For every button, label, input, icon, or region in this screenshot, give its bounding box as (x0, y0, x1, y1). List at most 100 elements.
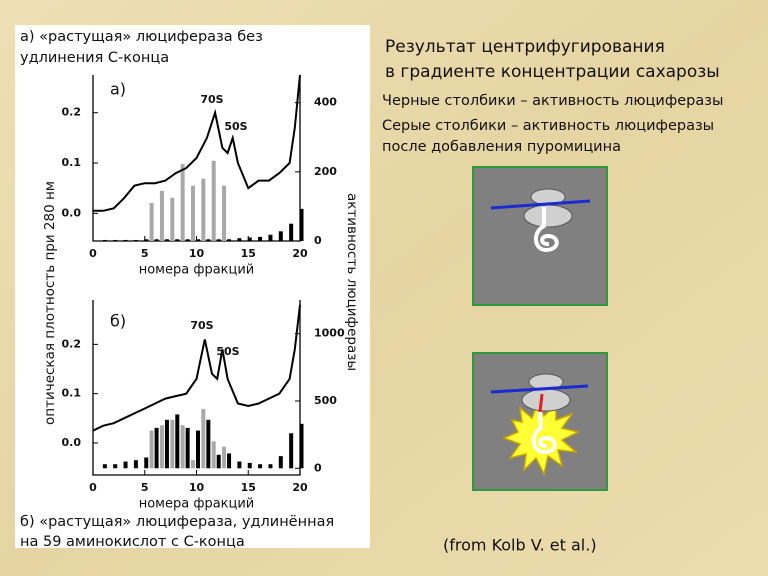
x-tick-label: 5 (141, 247, 149, 260)
bar (237, 238, 242, 241)
bar (144, 239, 149, 241)
caption: б) «растущая» люцифераза, удлинённая (20, 514, 334, 530)
y2-tick-label: 200 (314, 165, 337, 178)
caption: а) «растущая» люцифераза без (20, 29, 263, 45)
bar (201, 409, 206, 469)
bar (278, 456, 283, 469)
annotation: 50S (224, 120, 247, 133)
bar (123, 239, 128, 241)
bar (180, 425, 185, 469)
bar (159, 190, 164, 241)
line (93, 74, 301, 212)
bar (268, 464, 273, 469)
bar (185, 239, 190, 241)
panel-label: б) (110, 312, 126, 331)
x-tick-label: 15 (241, 247, 256, 260)
y2-tick-label: 0 (314, 234, 322, 247)
y-tick-label: 0.2 (62, 106, 82, 119)
bar (289, 433, 294, 469)
bar (201, 178, 206, 241)
bar (113, 464, 118, 469)
caption: удлинения С-конца (20, 50, 169, 66)
bar (258, 236, 263, 241)
bar (185, 427, 190, 469)
bar (159, 425, 164, 469)
bar (123, 461, 128, 469)
bar (133, 239, 138, 241)
bar (149, 202, 154, 241)
bar (180, 163, 185, 241)
bar (170, 197, 175, 241)
bar (227, 453, 232, 469)
bar (216, 239, 221, 241)
bar (237, 461, 242, 469)
bar (164, 239, 169, 241)
bar (289, 223, 294, 241)
y2-tick-label: 500 (314, 394, 337, 407)
bar (170, 419, 175, 469)
y-axis-label: оптическая плотность при 280 нм (42, 181, 58, 425)
x-tick-label: 10 (189, 247, 205, 260)
line (92, 304, 301, 432)
bar (299, 208, 304, 241)
bar (247, 462, 252, 469)
credit: (from Kolb V. et al.) (443, 536, 597, 555)
bar (299, 423, 304, 469)
bar (191, 460, 195, 469)
x-tick-label: 10 (189, 481, 205, 494)
annotation: 70S (190, 319, 213, 332)
y-tick-label: 0.0 (62, 206, 82, 219)
y-tick-label: 0.2 (62, 337, 82, 350)
diagram-ribosome-active (472, 352, 608, 491)
bar (164, 419, 169, 469)
caption: на 59 аминокислот с С-конца (20, 534, 245, 550)
panel-label: а) (110, 80, 126, 99)
diagram-ribosome (472, 166, 608, 306)
bar (191, 185, 195, 241)
title: Результат центрифугирования (385, 37, 665, 57)
title: в градиенте концентрации сахарозы (385, 62, 720, 82)
bar (102, 239, 107, 241)
x-tick-label: 0 (89, 247, 97, 260)
bar (211, 160, 216, 241)
y2-axis-label: активность люциферазы (344, 193, 360, 371)
legend-text: Черные столбики – активность люциферазы (382, 93, 723, 109)
bar (196, 430, 200, 469)
bar (133, 460, 138, 469)
x-tick-label: 15 (241, 481, 256, 494)
bar (268, 234, 273, 241)
bar (206, 239, 211, 241)
annotation: 70S (200, 93, 223, 106)
bar (247, 237, 252, 241)
x-tick-label: 0 (89, 481, 97, 494)
bar (113, 239, 118, 241)
bar (102, 464, 107, 469)
bar (154, 239, 159, 241)
bar (206, 419, 211, 469)
x-tick-label: 20 (292, 247, 308, 260)
bar (222, 446, 227, 469)
x-tick-label: 5 (141, 481, 149, 494)
y2-tick-label: 400 (314, 96, 337, 109)
bar (144, 457, 149, 469)
bar (278, 231, 283, 241)
legend-text: после добавления пуромицина (382, 139, 621, 155)
legend-text: Серые столбики – активность люциферазы (382, 118, 714, 134)
bar (154, 427, 159, 469)
bar (149, 430, 154, 469)
bar (196, 239, 200, 241)
bar (175, 239, 180, 241)
x-axis-label: номера фракций (139, 497, 255, 512)
bar (211, 441, 216, 469)
bar (227, 239, 232, 241)
bar (175, 414, 180, 469)
bar (216, 454, 221, 469)
y-tick-label: 0.0 (62, 436, 82, 449)
y-tick-label: 0.1 (62, 387, 82, 400)
y-tick-label: 0.1 (62, 156, 82, 169)
y2-tick-label: 0 (314, 461, 322, 474)
x-tick-label: 20 (292, 481, 308, 494)
bar (222, 185, 227, 241)
